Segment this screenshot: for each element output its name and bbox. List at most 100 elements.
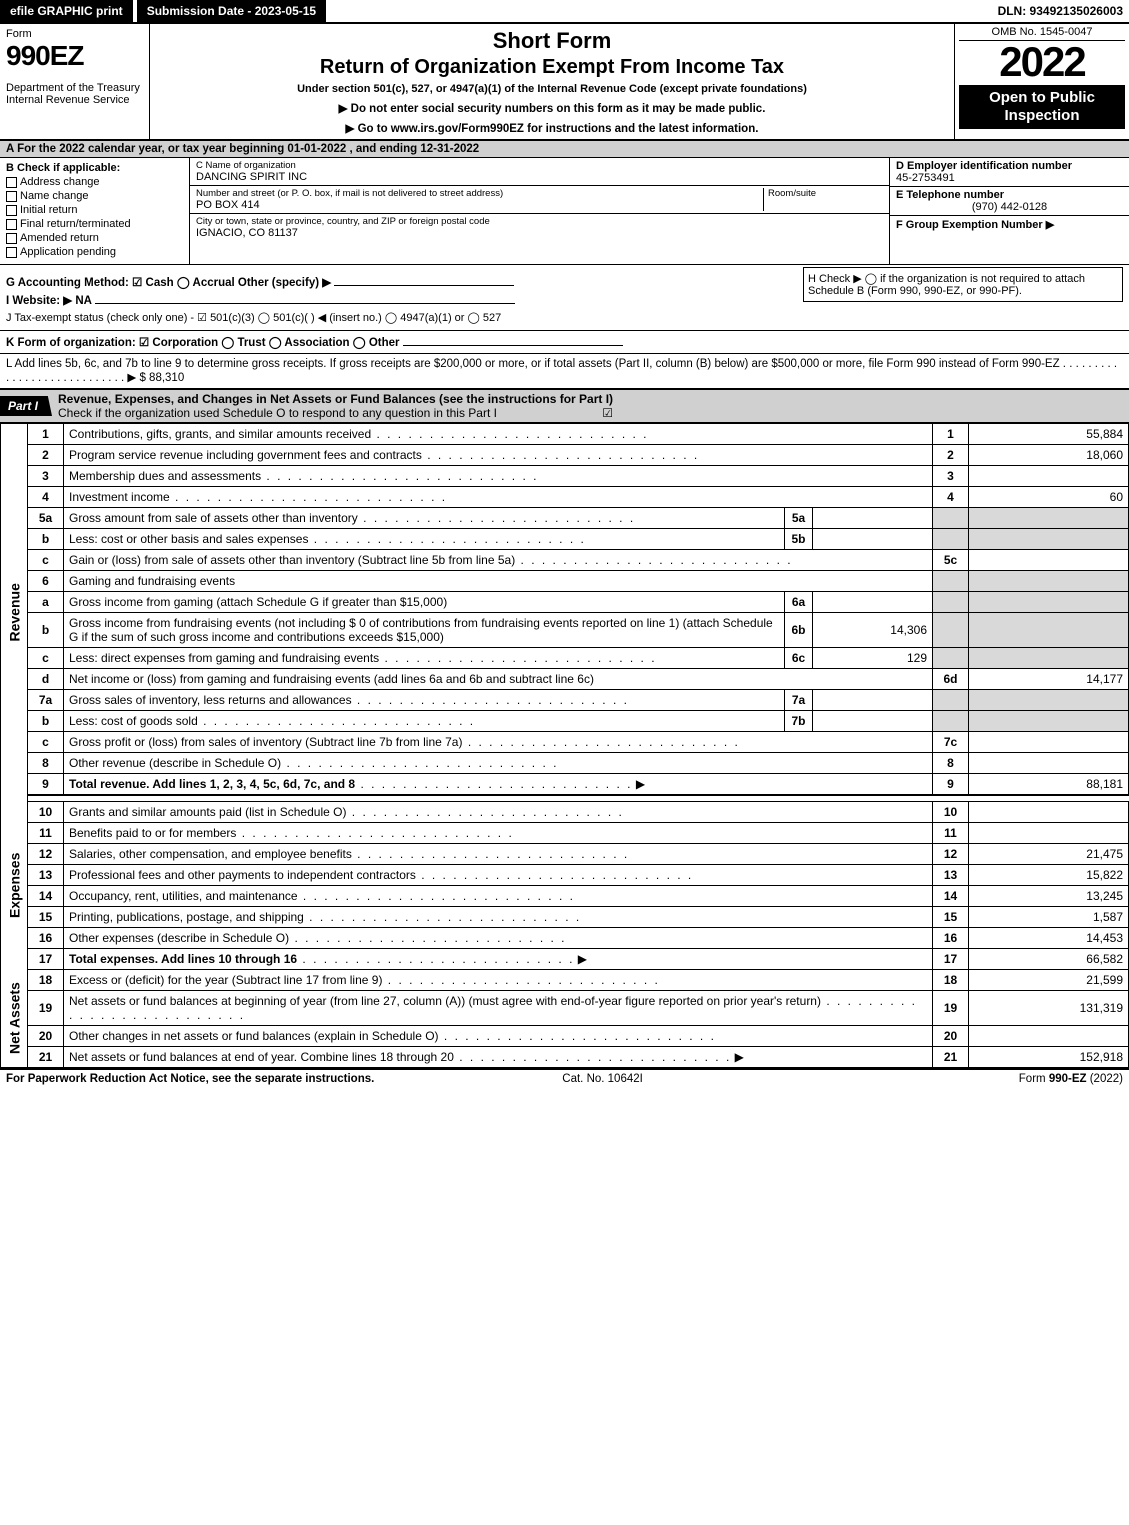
- r11-box: 11: [933, 822, 969, 843]
- part1-check-text: Check if the organization used Schedule …: [58, 406, 497, 420]
- r20-txt: Other changes in net assets or fund bala…: [64, 1025, 933, 1046]
- r9-txt: Total revenue. Add lines 1, 2, 3, 4, 5c,…: [64, 774, 933, 796]
- row-13: 13 Professional fees and other payments …: [1, 864, 1129, 885]
- row-7b: b Less: cost of goods sold 7b: [1, 711, 1129, 732]
- r12-amt: 21,475: [969, 843, 1129, 864]
- r4-box: 4: [933, 487, 969, 508]
- row-16: 16 Other expenses (describe in Schedule …: [1, 927, 1129, 948]
- r6b-num: b: [28, 613, 64, 648]
- r21-amt: 152,918: [969, 1046, 1129, 1067]
- r11-txt: Benefits paid to or for members: [64, 822, 933, 843]
- r8-txt-span: Other revenue (describe in Schedule O): [69, 756, 558, 770]
- r4-amt: 60: [969, 487, 1129, 508]
- b-title-text: B Check if applicable:: [6, 162, 120, 174]
- line-l: L Add lines 5b, 6c, and 7b to line 9 to …: [0, 354, 1129, 389]
- street-value: PO BOX 414: [196, 199, 763, 211]
- row-14: 14 Occupancy, rent, utilities, and maint…: [1, 885, 1129, 906]
- r6c-sbox: 6c: [785, 648, 813, 669]
- org-name-label: C Name of organization: [196, 160, 883, 171]
- r15-box: 15: [933, 906, 969, 927]
- r15-amt: 1,587: [969, 906, 1129, 927]
- chk-name-change[interactable]: Name change: [6, 190, 183, 202]
- chk-final-return[interactable]: Final return/terminated: [6, 218, 183, 230]
- org-name-cell: C Name of organization DANCING SPIRIT IN…: [190, 158, 889, 186]
- line-g-text: G Accounting Method: ☑ Cash ◯ Accrual Ot…: [6, 277, 331, 289]
- r13-num: 13: [28, 864, 64, 885]
- r5a-amtshade: [969, 508, 1129, 529]
- r19-num: 19: [28, 990, 64, 1025]
- part1-checkbox[interactable]: ☑: [602, 406, 613, 420]
- row-18: Net Assets 18 Excess or (deficit) for th…: [1, 969, 1129, 990]
- r5b-txt-span: Less: cost or other basis and sales expe…: [69, 532, 586, 546]
- city-value: IGNACIO, CO 81137: [196, 227, 883, 239]
- row-6: 6 Gaming and fundraising events: [1, 571, 1129, 592]
- r7c-box: 7c: [933, 732, 969, 753]
- r10-txt-span: Grants and similar amounts paid (list in…: [69, 805, 624, 819]
- line-j-text: J Tax-exempt status (check only one) - ☑…: [6, 312, 501, 324]
- r13-txt: Professional fees and other payments to …: [64, 864, 933, 885]
- r2-txt-span: Program service revenue including govern…: [69, 448, 699, 462]
- r6d-box: 6d: [933, 669, 969, 690]
- efile-print-label[interactable]: efile GRAPHIC print: [0, 0, 133, 22]
- info-block: B Check if applicable: Address change Na…: [0, 158, 1129, 265]
- dept-label: Department of the Treasury: [6, 82, 143, 94]
- r5b-sbox: 5b: [785, 529, 813, 550]
- chk-address-change[interactable]: Address change: [6, 176, 183, 188]
- row-5c: c Gain or (loss) from sale of assets oth…: [1, 550, 1129, 571]
- r6-amtshade: [969, 571, 1129, 592]
- r6b-samt: 14,306: [813, 613, 933, 648]
- r1-num: 1: [28, 424, 64, 445]
- r6a-amtshade: [969, 592, 1129, 613]
- chk-initial-return[interactable]: Initial return: [6, 204, 183, 216]
- r9-num: 9: [28, 774, 64, 796]
- r5c-box: 5c: [933, 550, 969, 571]
- row-15: 15 Printing, publications, postage, and …: [1, 906, 1129, 927]
- chk-amended-return[interactable]: Amended return: [6, 232, 183, 244]
- row-21: 21 Net assets or fund balances at end of…: [1, 1046, 1129, 1067]
- r21-num: 21: [28, 1046, 64, 1067]
- r12-num: 12: [28, 843, 64, 864]
- row-3: 3 Membership dues and assessments 3: [1, 466, 1129, 487]
- r4-txt-span: Investment income: [69, 490, 447, 504]
- line-i-text: I Website: ▶ NA: [6, 295, 92, 307]
- r1-amt: 55,884: [969, 424, 1129, 445]
- chk-label-1: Name change: [20, 190, 89, 202]
- row-11: 11 Benefits paid to or for members 11: [1, 822, 1129, 843]
- r5a-txt: Gross amount from sale of assets other t…: [64, 508, 785, 529]
- line-k: K Form of organization: ☑ Corporation ◯ …: [0, 331, 1129, 354]
- street-label: Number and street (or P. O. box, if mail…: [196, 188, 763, 199]
- title-return: Return of Organization Exempt From Incom…: [158, 56, 946, 79]
- vlabel-revenue: Revenue: [1, 424, 28, 802]
- r7a-boxshade: [933, 690, 969, 711]
- r6c-samt: 129: [813, 648, 933, 669]
- page-footer: For Paperwork Reduction Act Notice, see …: [0, 1068, 1129, 1088]
- line-a: A For the 2022 calendar year, or tax yea…: [0, 141, 1129, 158]
- instr-link: ▶ Go to www.irs.gov/Form990EZ for instru…: [158, 121, 946, 135]
- r5a-txt-span: Gross amount from sale of assets other t…: [69, 511, 635, 525]
- row-20: 20 Other changes in net assets or fund b…: [1, 1025, 1129, 1046]
- r16-box: 16: [933, 927, 969, 948]
- r5c-amt: [969, 550, 1129, 571]
- vlabel-expenses: Expenses: [1, 801, 28, 969]
- r10-amt: [969, 801, 1129, 822]
- r9-box: 9: [933, 774, 969, 796]
- footer-left: For Paperwork Reduction Act Notice, see …: [6, 1073, 374, 1085]
- irs-label: Internal Revenue Service: [6, 94, 143, 106]
- r14-num: 14: [28, 885, 64, 906]
- instr-link-text[interactable]: ▶ Go to www.irs.gov/Form990EZ for instru…: [346, 123, 759, 135]
- r3-txt-span: Membership dues and assessments: [69, 469, 538, 483]
- row-4: 4 Investment income 4 60: [1, 487, 1129, 508]
- row-8: 8 Other revenue (describe in Schedule O)…: [1, 753, 1129, 774]
- chk-application-pending[interactable]: Application pending: [6, 246, 183, 258]
- r7b-txt: Less: cost of goods sold: [64, 711, 785, 732]
- row-10: Expenses 10 Grants and similar amounts p…: [1, 801, 1129, 822]
- top-bar: efile GRAPHIC print Submission Date - 20…: [0, 0, 1129, 24]
- r10-num: 10: [28, 801, 64, 822]
- line-a-text: A For the 2022 calendar year, or tax yea…: [6, 143, 479, 155]
- row-7a: 7a Gross sales of inventory, less return…: [1, 690, 1129, 711]
- row-6d: d Net income or (loss) from gaming and f…: [1, 669, 1129, 690]
- r8-box: 8: [933, 753, 969, 774]
- r15-num: 15: [28, 906, 64, 927]
- r7b-sbox: 7b: [785, 711, 813, 732]
- r3-amt: [969, 466, 1129, 487]
